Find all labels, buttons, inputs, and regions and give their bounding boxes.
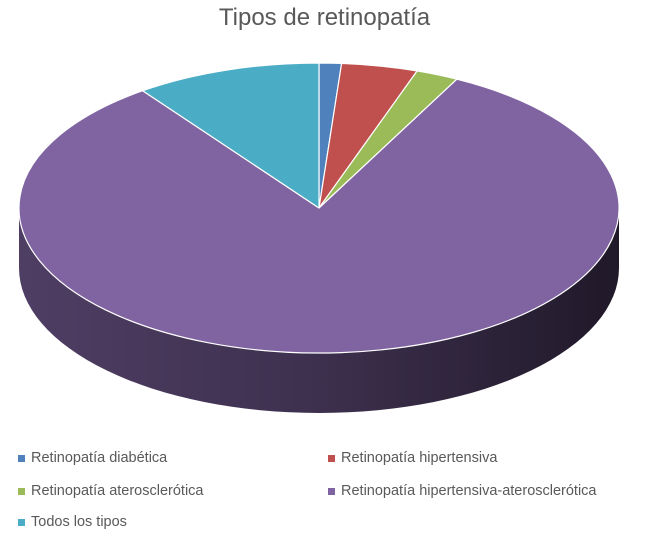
legend-item-retinopatia-hipertensiva-aterosclerotica: Retinopatía hipertensiva-aterosclerótica [328,483,597,499]
legend-label: Retinopatía diabética [31,450,168,466]
pie-slice [142,62,320,209]
legend-item-retinopatia-hipertensiva: Retinopatía hipertensiva [328,450,497,466]
legend-item-todos-los-tipos: Todos los tipos [18,514,127,530]
legend-swatch [328,487,335,495]
pie-slice [18,78,620,354]
legend-swatch [18,518,25,526]
legend-item-retinopatia-diabetica: Retinopatía diabética [18,450,167,466]
legend-swatch [328,454,335,462]
legend-label: Retinopatía aterosclerótica [31,483,204,499]
pie-chart [18,62,620,413]
legend-label: Retinopatía hipertensiva-aterosclerótica [341,483,597,499]
legend-label: Todos los tipos [31,514,127,530]
legend-swatch [18,487,25,495]
pie-side-wall [19,208,619,413]
chart-title: Tipos de retinopatía [218,4,431,31]
legend-swatch [18,454,25,462]
legend-item-retinopatia-aterosclerotica: Retinopatía aterosclerótica [18,483,204,499]
legend-label: Retinopatía hipertensiva [341,450,498,466]
